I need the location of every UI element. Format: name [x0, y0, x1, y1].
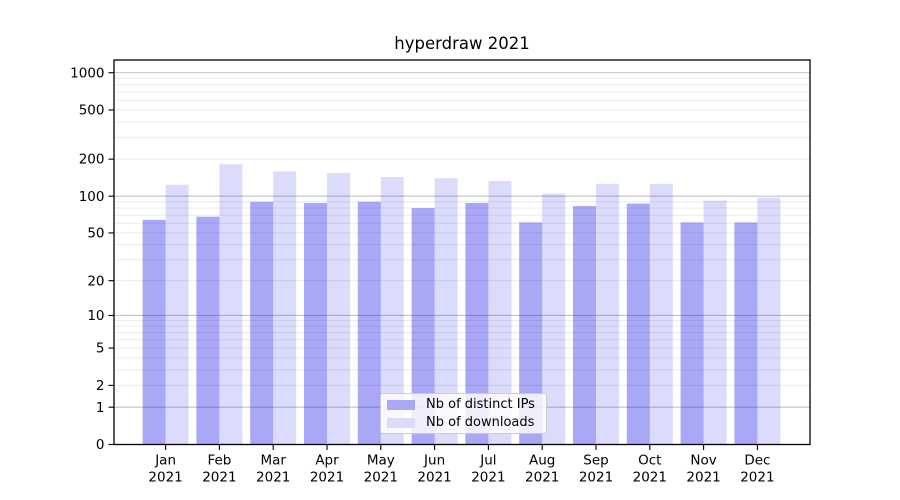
legend-swatch-distinct-ips — [387, 399, 415, 410]
bar — [573, 206, 596, 445]
legend-label-downloads: Nb of downloads — [426, 415, 535, 430]
y-tick-label: 1000 — [70, 65, 104, 81]
bar — [649, 183, 673, 445]
legend-item-downloads: Nb of downloads — [387, 415, 540, 430]
bar — [488, 180, 512, 445]
x-tick-label: Jan 2021 — [148, 453, 182, 486]
chart-title: hyperdraw 2021 — [394, 34, 530, 53]
bar — [250, 201, 274, 445]
bar — [196, 216, 220, 445]
bar — [304, 202, 327, 445]
y-tick-label: 100 — [79, 189, 105, 205]
y-tick-label: 10 — [87, 308, 104, 324]
bar — [219, 164, 243, 445]
y-tick-label: 500 — [79, 103, 105, 119]
y-tick-label: 1 — [96, 400, 105, 416]
y-tick-label: 20 — [87, 273, 104, 289]
legend: Nb of distinct IPs Nb of downloads — [380, 393, 547, 434]
x-axis: Jan 2021 Feb 2021 Mar 2021 Apr 2021 May 2021 Jun 20… — [148, 444, 775, 486]
x-tick-label: Oct 2021 — [633, 453, 667, 486]
bar — [757, 197, 781, 445]
y-axis: 0 1 2 5 10 20 50 100 200 500 1000 — [70, 65, 114, 453]
x-tick-label: Aug 2021 — [525, 453, 559, 486]
x-tick-label: Feb 2021 — [202, 453, 236, 486]
x-tick-label: Mar 2021 — [256, 453, 290, 486]
x-tick-label: Sep 2021 — [579, 453, 613, 486]
bar — [165, 184, 189, 445]
bar — [273, 171, 297, 445]
plot-border — [113, 59, 811, 446]
x-tick-label: Nov 2021 — [686, 453, 720, 486]
y-tick-label: 200 — [79, 152, 105, 168]
x-tick-label: Dec 2021 — [740, 453, 774, 486]
bar — [411, 208, 435, 445]
bar — [380, 177, 404, 445]
x-tick-label: Jul 2021 — [471, 453, 505, 486]
bar — [327, 173, 350, 445]
bar — [142, 219, 166, 445]
x-tick-label: Jun 2021 — [417, 453, 451, 486]
bar — [434, 178, 458, 445]
x-tick-label: May 2021 — [364, 453, 398, 486]
legend-item-distinct-ips: Nb of distinct IPs — [387, 397, 540, 412]
y-tick-label: 5 — [96, 341, 105, 357]
bar — [680, 222, 704, 445]
bar — [703, 200, 727, 445]
y-tick-label: 0 — [96, 437, 105, 453]
y-tick-label: 50 — [87, 226, 104, 242]
bar — [542, 193, 566, 445]
bar — [465, 202, 489, 445]
x-tick-label: Apr 2021 — [310, 453, 344, 486]
bar — [626, 203, 650, 445]
bar-series — [142, 164, 781, 445]
bar — [357, 201, 381, 445]
y-tick-label: 2 — [96, 378, 105, 394]
bar — [734, 222, 758, 445]
bar — [596, 183, 619, 445]
legend-swatch-downloads — [387, 417, 415, 428]
bar — [519, 222, 543, 445]
legend-label-distinct-ips: Nb of distinct IPs — [426, 397, 535, 412]
